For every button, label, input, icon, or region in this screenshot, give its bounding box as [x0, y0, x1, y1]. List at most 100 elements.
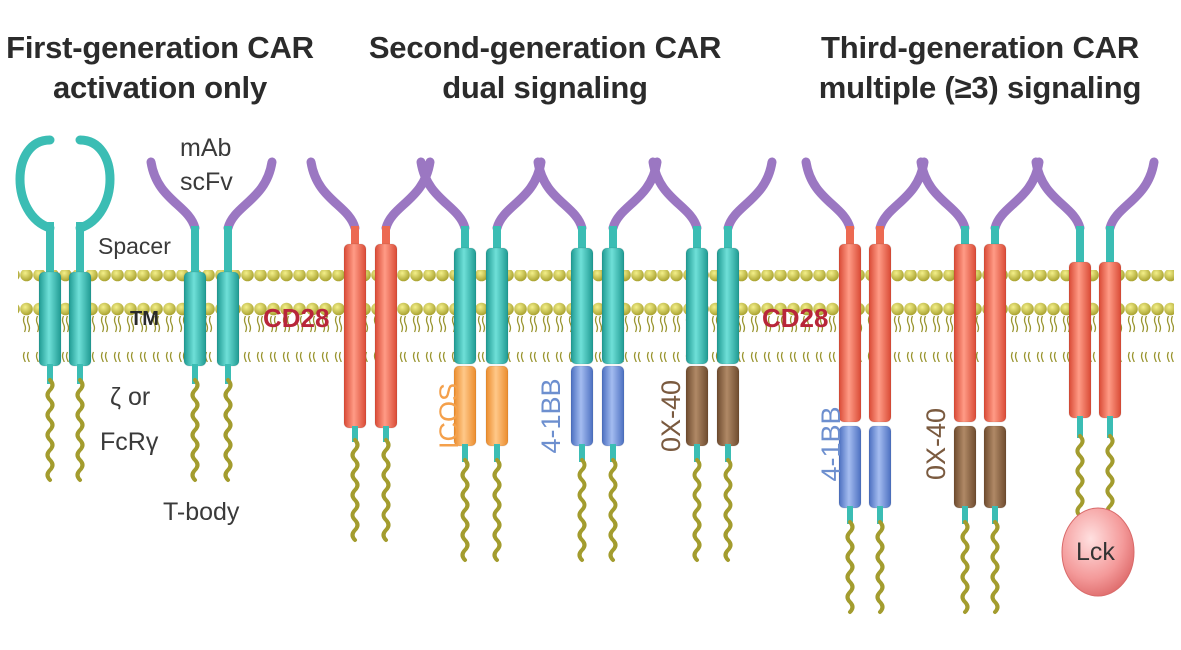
header-third-title: Third-generation CAR — [820, 30, 1140, 65]
first-gen-receptor-arm-0 — [15, 135, 55, 233]
second-gen-receptor-2-chain-1-neck — [610, 444, 616, 462]
first-gen-receptor-arm-1 — [75, 135, 115, 233]
header-first-title: First-generation CAR — [6, 30, 314, 65]
second-gen-receptor-3-chain-1-costim — [716, 365, 740, 447]
third-gen-receptor-2-chain-0-neck — [1077, 416, 1083, 438]
second-gen-receptor-2-chain-0-scfv-arm — [533, 157, 587, 233]
label-icos: ICOS — [434, 383, 464, 450]
first-gen-receptor-tail-0 — [45, 378, 55, 482]
second-gen-receptor-2-chain-1-costim — [601, 365, 625, 447]
first-gen-receptor-tail-1 — [75, 378, 85, 482]
header-first-subtitle: activation only — [52, 70, 268, 105]
second-gen-receptor-1-chain-0-tail — [460, 458, 470, 562]
third-gen-receptor-2-chain-1-stalk — [1106, 226, 1114, 272]
third-gen-receptor-0-chain-1-costim — [868, 425, 892, 509]
second-gen-receptor-0-chain-0-cd28 — [343, 243, 367, 429]
first-gen-receptor-neck-0 — [47, 364, 53, 384]
label-cd28-third: CD28 — [762, 303, 829, 333]
label-scfv: scFv — [180, 168, 233, 196]
third-gen-receptor-2-chain-1-scfv-arm — [1105, 157, 1159, 233]
label-tm: TM — [130, 308, 159, 330]
label-0x-40-third: 0X-40 — [921, 407, 951, 481]
second-gen-receptor-3-chain-0-tail — [692, 458, 702, 562]
first-gen-receptor-stalk-0 — [46, 222, 54, 272]
third-gen-receptor-1-chain-0-cd28 — [953, 243, 977, 423]
second-gen-receptor-2-chain-0-costim — [570, 365, 594, 447]
third-gen-receptor-2-chain-0-cd28 — [1068, 261, 1092, 419]
second-gen-receptor-1-chain-1-costim — [485, 365, 509, 447]
second-gen-receptor-3-chain-0-costim — [685, 365, 709, 447]
third-gen-receptor-1-chain-1-neck — [992, 506, 998, 524]
first-gen-receptor-neck-1 — [77, 364, 83, 384]
third-gen-receptor-0-chain-1-neck — [877, 506, 883, 524]
second-gen-receptor-0-chain-0-neck — [352, 426, 358, 442]
second-gen-receptor-1-chain-0-scfv-arm — [416, 157, 470, 233]
label-4-1bb-third: 4-1BB — [816, 406, 846, 482]
third-gen-receptor-0-chain-1-cd28 — [868, 243, 892, 423]
second-gen-receptor-1-chain-1-scfv-arm — [492, 157, 546, 233]
label-fcr: FcRγ — [100, 428, 159, 456]
third-gen-receptor-1-chain-1-cd28 — [983, 243, 1007, 423]
second-gen-receptor-2-chain-1-scfv-arm — [608, 157, 662, 233]
label-4-1bb-second: 4-1BB — [536, 378, 566, 454]
tbody-receptor-1-scfv-arm — [223, 157, 277, 233]
tbody-receptor-neck-0 — [192, 364, 198, 384]
third-gen-receptor-0-chain-0-tail — [845, 520, 855, 614]
second-gen-receptor-0-chain-1-neck — [383, 426, 389, 442]
second-gen-receptor-1-chain-0-neck — [462, 444, 468, 462]
second-gen-receptor-3-chain-0-tm — [685, 247, 709, 365]
second-gen-receptor-0-chain-1-tail — [381, 438, 391, 542]
tbody-receptor-tail-1 — [223, 378, 233, 482]
label-spacer: Spacer — [98, 233, 171, 259]
header-first-generation: First-generation CAR activation only — [0, 28, 320, 108]
tbody-receptor-stalk-0 — [191, 226, 199, 272]
receptors-layer — [15, 135, 1159, 614]
second-gen-receptor-3-chain-1-tm — [716, 247, 740, 365]
second-gen-receptor-1-chain-1-tail — [492, 458, 502, 562]
third-gen-receptor-2-chain-1-cd28 — [1098, 261, 1122, 419]
third-gen-receptor-2-chain-0-tail — [1075, 434, 1085, 528]
tbody-receptor-neck-1 — [225, 364, 231, 384]
third-gen-receptor-1-chain-0-costim — [953, 425, 977, 509]
header-second-generation: Second-generation CAR dual signaling — [355, 28, 735, 108]
second-gen-receptor-2-chain-0-tail — [577, 458, 587, 562]
label-mab: mAb — [180, 134, 232, 162]
second-gen-receptor-2-chain-0-tm — [570, 247, 594, 365]
second-gen-receptor-3-chain-1-neck — [725, 444, 731, 462]
second-gen-receptor-2-chain-1-tail — [608, 458, 618, 562]
third-gen-receptor-0-chain-1-tail — [875, 520, 885, 614]
third-gen-receptor-2-chain-0-stalk — [1076, 226, 1084, 272]
third-gen-receptor-1-chain-0-neck — [962, 506, 968, 524]
second-gen-receptor-3-chain-0-scfv-arm — [648, 157, 702, 233]
third-gen-receptor-0-chain-0-scfv-arm — [801, 157, 855, 233]
first-gen-receptor-stalk-1 — [76, 222, 84, 272]
third-gen-receptor-0-chain-1-scfv-arm — [875, 157, 929, 233]
cell-membrane — [18, 270, 1174, 362]
third-gen-receptor-0-chain-0-cd28 — [838, 243, 862, 423]
third-gen-receptor-2-chain-0-scfv-arm — [1031, 157, 1085, 233]
third-gen-receptor-2-chain-1-neck — [1107, 416, 1113, 438]
second-gen-receptor-1-chain-0-tm — [453, 247, 477, 365]
third-gen-receptor-1-chain-0-tail — [960, 520, 970, 614]
tbody-receptor-stalk-1 — [224, 226, 232, 272]
tbody-receptor-0-scfv-arm — [146, 157, 200, 233]
second-gen-receptor-3-chain-1-tail — [723, 458, 733, 562]
header-second-subtitle: dual signaling — [442, 70, 648, 105]
third-gen-receptor-0-chain-0-neck — [847, 506, 853, 524]
second-gen-receptor-0-chain-1-cd28 — [374, 243, 398, 429]
second-gen-receptor-3-chain-1-scfv-arm — [723, 157, 777, 233]
first-gen-receptor-tm-0 — [38, 271, 62, 367]
second-gen-receptor-2-chain-0-neck — [579, 444, 585, 462]
label-zeta: ζ or — [110, 383, 151, 411]
second-gen-receptor-1-chain-1-tm — [485, 247, 509, 365]
third-gen-receptor-1-chain-1-tail — [990, 520, 1000, 614]
second-gen-receptor-1-chain-1-neck — [494, 444, 500, 462]
second-gen-receptor-3-chain-0-neck — [694, 444, 700, 462]
label-0x-40-second: 0X-40 — [656, 379, 686, 453]
tbody-receptor-tail-0 — [190, 378, 200, 482]
lck-molecule — [1061, 507, 1135, 597]
header-third-generation: Third-generation CAR multiple (≥3) signa… — [790, 28, 1170, 108]
tbody-receptor-tm-0 — [183, 271, 207, 367]
label-lck: Lck — [1076, 538, 1115, 566]
